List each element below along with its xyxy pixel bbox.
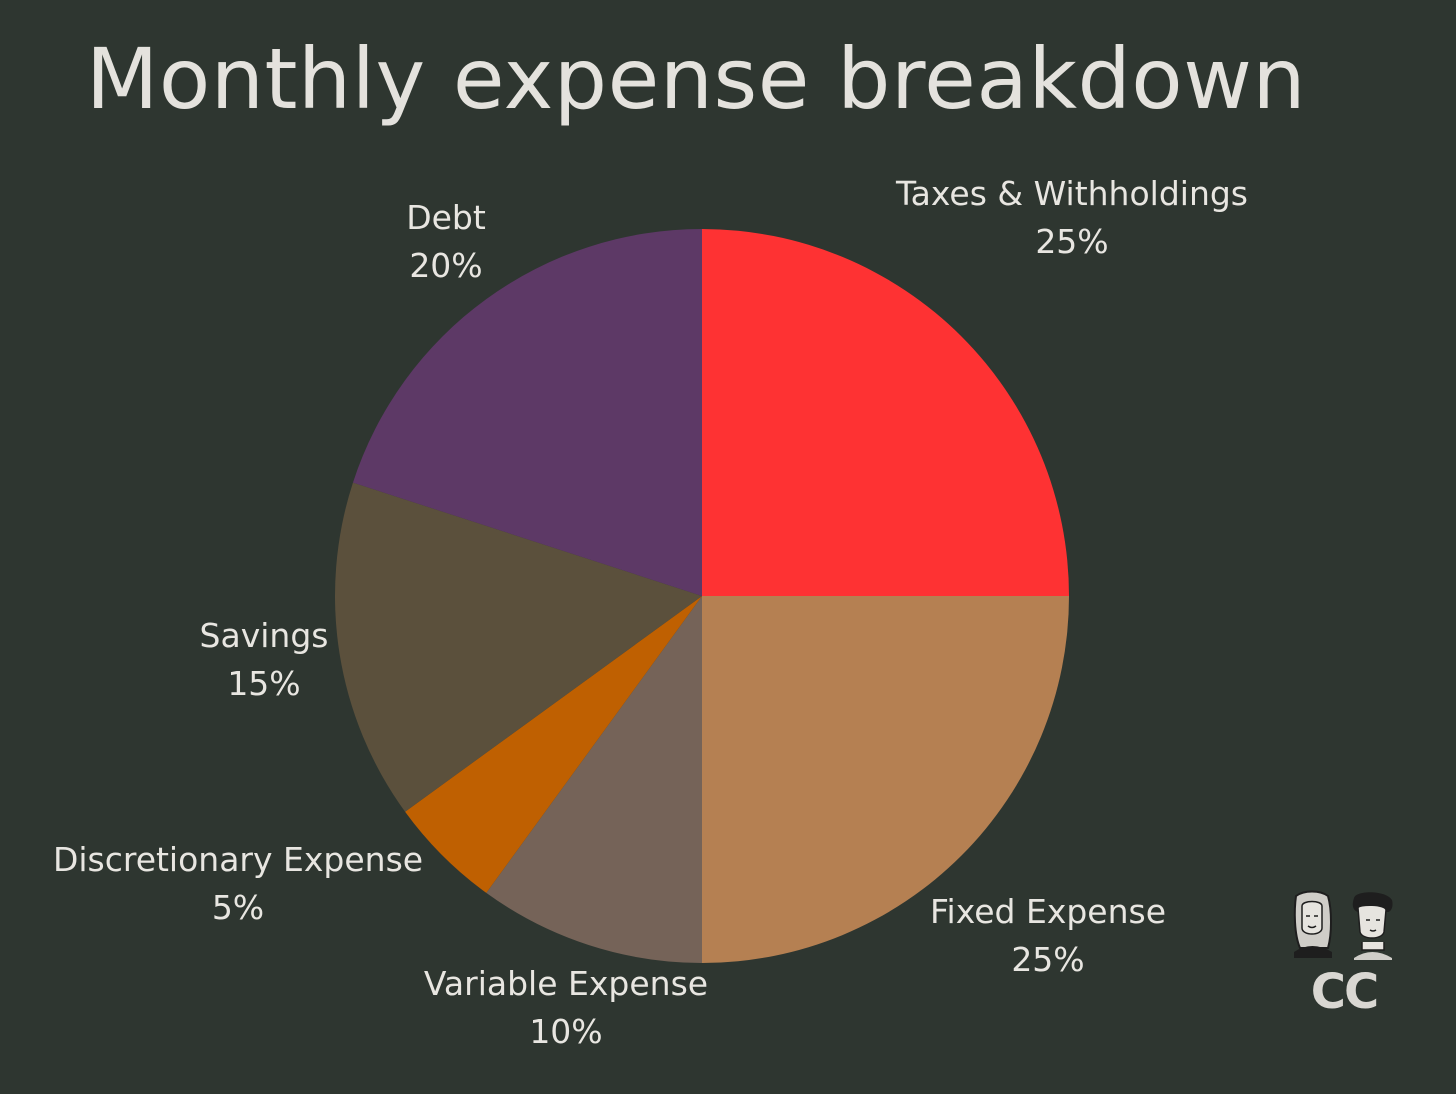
label-fixed-name: Fixed Expense bbox=[929, 892, 1167, 931]
right-face-icon bbox=[1352, 892, 1393, 960]
label-fixed: Fixed Expense 25% bbox=[898, 888, 1198, 984]
label-discretionary-pct: 5% bbox=[211, 888, 265, 927]
label-taxes-pct: 25% bbox=[1035, 222, 1109, 261]
two-cartoon-faces-logo: CC bbox=[1293, 890, 1393, 1012]
label-fixed-pct: 25% bbox=[1011, 940, 1085, 979]
pie-slice-variable-expense bbox=[486, 596, 702, 963]
pie-slice-debt bbox=[352, 229, 702, 596]
label-discretionary-name: Discretionary Expense bbox=[52, 840, 424, 879]
logo-text: CC bbox=[1311, 964, 1377, 1012]
left-face-icon bbox=[1293, 890, 1332, 958]
label-variable-name: Variable Expense bbox=[423, 964, 709, 1003]
label-debt-pct: 20% bbox=[409, 246, 483, 285]
label-taxes-name: Taxes & Withholdings bbox=[895, 174, 1248, 213]
label-variable-pct: 10% bbox=[529, 1012, 603, 1051]
pie-slice-savings bbox=[334, 482, 702, 812]
chart-title: Monthly expense breakdown bbox=[85, 30, 1307, 128]
label-variable: Variable Expense 10% bbox=[396, 960, 736, 1056]
pie-slice-taxes-withholdings bbox=[702, 229, 1069, 596]
label-debt-name: Debt bbox=[406, 198, 486, 237]
label-debt: Debt 20% bbox=[366, 194, 526, 290]
label-discretionary: Discretionary Expense 5% bbox=[28, 836, 448, 932]
label-savings: Savings 15% bbox=[164, 612, 364, 708]
label-savings-name: Savings bbox=[199, 616, 329, 655]
label-taxes: Taxes & Withholdings 25% bbox=[870, 170, 1274, 266]
pie-slice-discretionary-expense bbox=[405, 596, 702, 893]
label-savings-pct: 15% bbox=[227, 664, 301, 703]
pie-slice-fixed-expense bbox=[702, 596, 1069, 963]
